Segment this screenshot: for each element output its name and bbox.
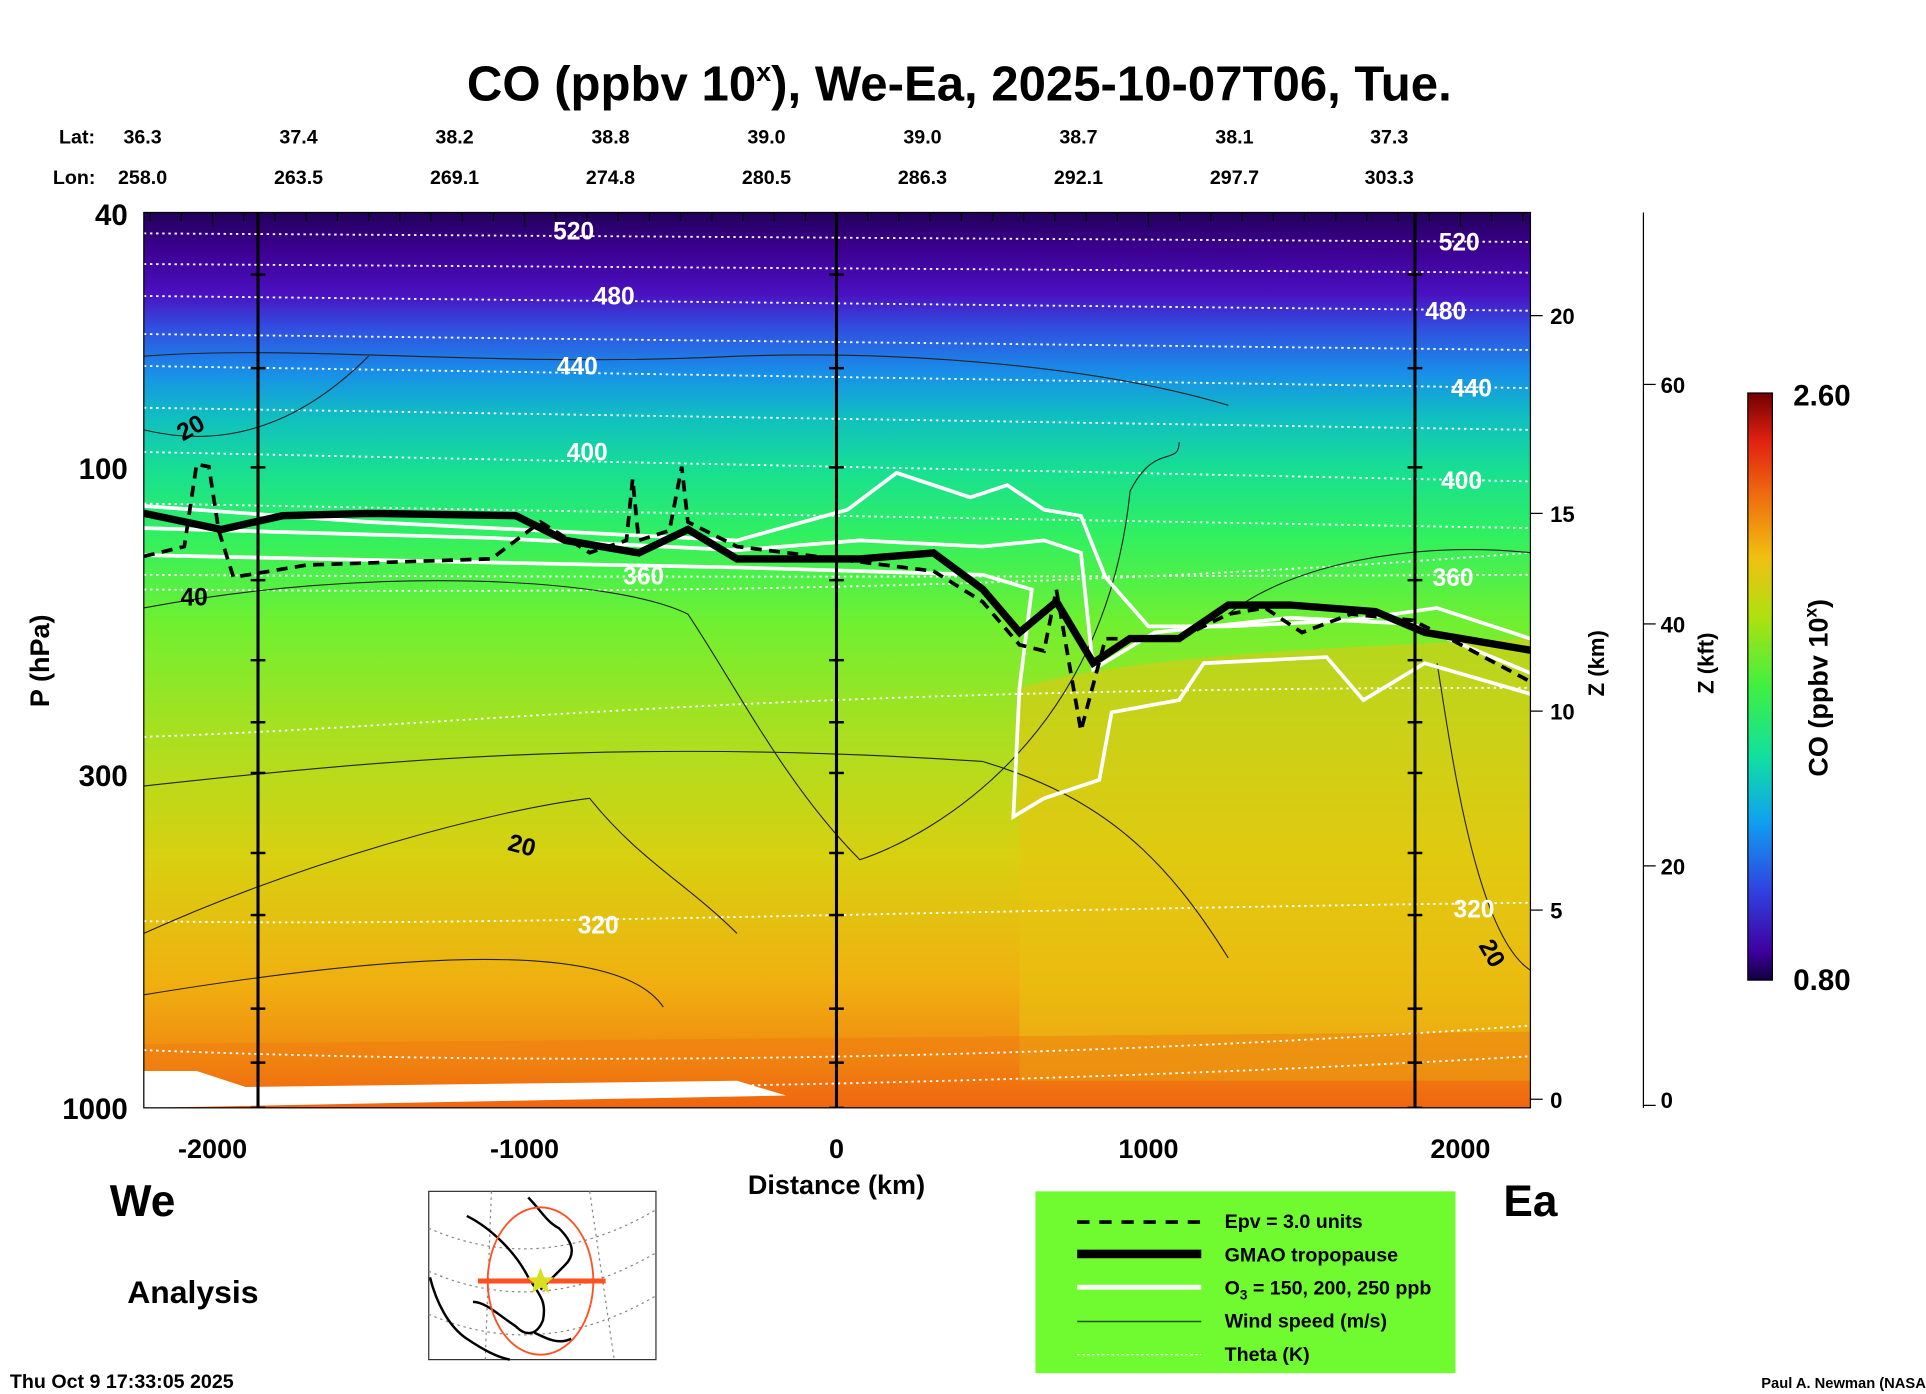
lat-value: 38.8 bbox=[591, 127, 629, 149]
theta-label: 320 bbox=[1453, 896, 1494, 923]
z-km-axis-label: Z (km) bbox=[1584, 630, 1609, 696]
co-high-region bbox=[1019, 638, 1531, 1081]
legend: Epv = 3.0 units GMAO tropopause O3 = 150… bbox=[1035, 1191, 1456, 1374]
x-axis-ticks bbox=[149, 212, 1524, 228]
lat-value: 38.2 bbox=[435, 127, 473, 149]
theta-label: 440 bbox=[1451, 376, 1492, 403]
lon-value: 258.0 bbox=[118, 167, 167, 189]
wind-label: 40 bbox=[180, 584, 207, 611]
legend-epv-label: Epv = 3.0 units bbox=[1225, 1211, 1363, 1233]
y-tick-label: 40 bbox=[95, 199, 128, 232]
map-center-star-icon bbox=[526, 1267, 555, 1294]
chart-title: CO (ppbv 10x), We-Ea, 2025-10-07T06, Tue… bbox=[467, 57, 1452, 112]
co-field: 520 480 440 400 360 320 520 480 440 400 … bbox=[143, 212, 1531, 1108]
z-kft-tick-label: 0 bbox=[1661, 1088, 1673, 1113]
theta-label: 440 bbox=[557, 354, 598, 381]
lat-value: 36.3 bbox=[123, 127, 161, 149]
lon-value: 292.1 bbox=[1054, 167, 1103, 189]
lat-row: Lat: 36.3 37.4 38.2 38.8 39.0 39.0 38.7 … bbox=[59, 127, 1408, 149]
z-kft-tick-label: 20 bbox=[1661, 854, 1686, 879]
legend-theta-label: Theta (K) bbox=[1225, 1344, 1310, 1366]
o3-contours bbox=[143, 470, 1531, 821]
credit: Paul A. Newman (NASA bbox=[1761, 1376, 1926, 1392]
tropopause-line bbox=[143, 509, 1531, 669]
colorbar bbox=[1747, 392, 1773, 981]
lon-value: 269.1 bbox=[430, 167, 479, 189]
lon-value: 280.5 bbox=[742, 167, 791, 189]
lat-value: 37.3 bbox=[1370, 127, 1408, 149]
lat-label: Lat: bbox=[59, 127, 95, 149]
z-km-tick-label: 15 bbox=[1550, 502, 1575, 527]
theta-label: 480 bbox=[594, 284, 635, 311]
lat-value: 39.0 bbox=[903, 127, 941, 149]
wind-speed-contours bbox=[143, 352, 1531, 1008]
theta-label: 360 bbox=[1433, 565, 1474, 592]
lon-value: 286.3 bbox=[898, 167, 947, 189]
lat-value: 37.4 bbox=[279, 127, 317, 149]
colorbar-label: CO (ppbv 10x) bbox=[1801, 599, 1834, 777]
lon-label: Lon: bbox=[53, 167, 96, 189]
lon-value: 303.3 bbox=[1365, 167, 1414, 189]
theta-label: 520 bbox=[553, 218, 594, 245]
lat-value: 38.7 bbox=[1059, 127, 1097, 149]
theta-label: 400 bbox=[1441, 468, 1482, 495]
z-kft-axis bbox=[1642, 212, 1656, 1108]
z-km-tick-label: 0 bbox=[1550, 1088, 1562, 1113]
theta-lines bbox=[143, 232, 1531, 1090]
legend-o3-label: O3 = 150, 200, 250 ppb bbox=[1225, 1278, 1432, 1303]
y-tick-label: 100 bbox=[79, 453, 128, 486]
x-tick-label: 0 bbox=[829, 1134, 844, 1164]
z-km-tick-label: 5 bbox=[1550, 899, 1562, 924]
legend-wind-label: Wind speed (m/s) bbox=[1225, 1311, 1387, 1333]
theta-label: 360 bbox=[623, 564, 664, 591]
lon-value: 263.5 bbox=[274, 167, 323, 189]
lon-value: 274.8 bbox=[586, 167, 635, 189]
theta-label: 400 bbox=[567, 440, 608, 467]
x-tick-label: -2000 bbox=[178, 1134, 247, 1164]
z-kft-tick-label: 60 bbox=[1661, 373, 1686, 398]
z-kft-tick-label: 40 bbox=[1661, 613, 1686, 638]
lat-value: 39.0 bbox=[747, 127, 785, 149]
theta-label: 320 bbox=[578, 912, 619, 939]
lat-value: 38.1 bbox=[1215, 127, 1253, 149]
y-axis-label: P (hPa) bbox=[25, 614, 55, 707]
timestamp: Thu Oct 9 17:33:05 2025 bbox=[10, 1371, 234, 1393]
z-km-axis-ticks bbox=[1530, 315, 1543, 1100]
theta-label: 520 bbox=[1439, 230, 1480, 257]
theta-label: 480 bbox=[1425, 298, 1466, 325]
epv-line bbox=[143, 462, 1531, 732]
x-axis-label: Distance (km) bbox=[748, 1170, 925, 1200]
y-tick-label: 300 bbox=[79, 760, 128, 793]
x-tick-label: 2000 bbox=[1430, 1134, 1490, 1164]
legend-tropopause-label: GMAO tropopause bbox=[1225, 1244, 1399, 1266]
section-marker-ticks bbox=[250, 273, 1423, 1108]
x-tick-label: -1000 bbox=[490, 1134, 559, 1164]
z-km-tick-label: 10 bbox=[1550, 700, 1575, 725]
colorbar-min: 0.80 bbox=[1793, 964, 1850, 997]
z-km-tick-label: 20 bbox=[1550, 304, 1575, 329]
lon-value: 297.7 bbox=[1210, 167, 1259, 189]
x-tick-label: 1000 bbox=[1118, 1134, 1178, 1164]
map-graticule bbox=[428, 1191, 657, 1360]
z-kft-axis-label: Z (kft) bbox=[1693, 633, 1718, 694]
west-label: We bbox=[110, 1177, 176, 1226]
lon-row: Lon: 258.0 263.5 269.1 274.8 280.5 286.3… bbox=[53, 167, 1414, 189]
east-label: Ea bbox=[1503, 1177, 1557, 1226]
map-inset bbox=[428, 1190, 657, 1361]
y-tick-label: 1000 bbox=[62, 1093, 128, 1126]
analysis-label: Analysis bbox=[127, 1274, 258, 1310]
colorbar-max: 2.60 bbox=[1793, 379, 1850, 412]
